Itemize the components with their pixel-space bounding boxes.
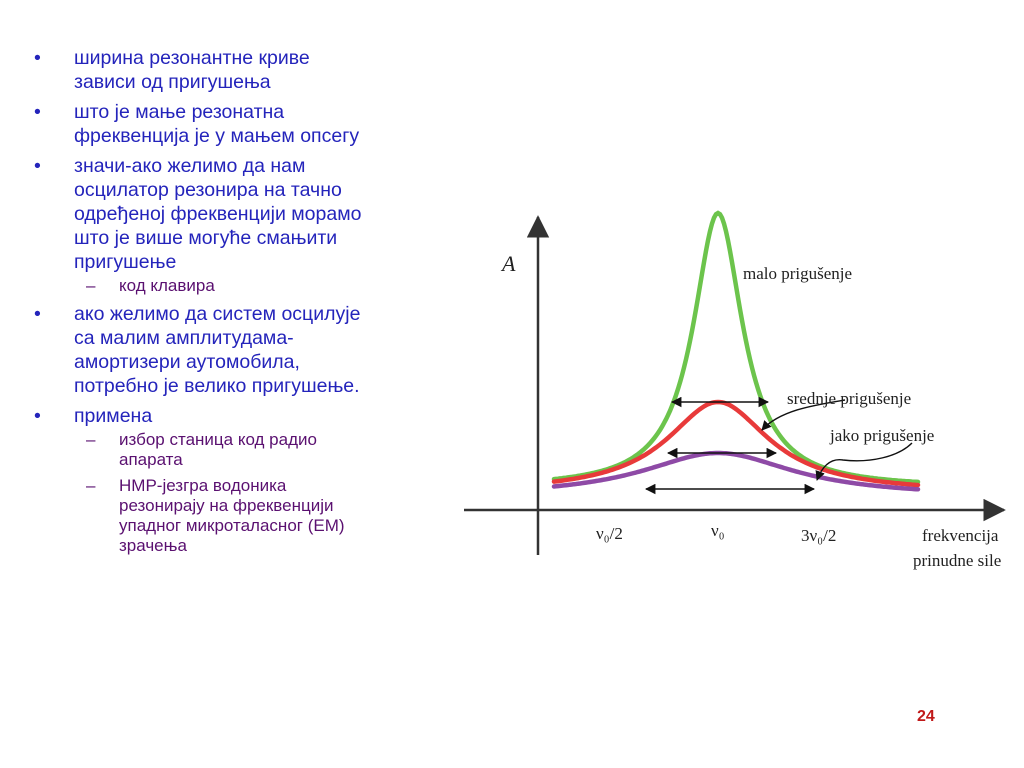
sub-bullet-text: код клавира	[119, 276, 215, 295]
sub-bullet-item: – НМР-језгра водоника резонирају на фрек…	[74, 476, 375, 556]
sub-bullet-item: – избор станица код радио апарата	[74, 430, 375, 470]
tick-label-half: ν₀/2	[596, 524, 623, 543]
y-axis-label: A	[500, 251, 516, 276]
bullet-marker: •	[34, 303, 41, 325]
tick-label-center: ν₀	[711, 521, 725, 540]
sub-bullet-text: НМР-језгра водоника резонирају на фрекве…	[119, 476, 345, 555]
sub-bullet-marker: –	[86, 476, 96, 495]
bullet-item: • што је мање резонатна фреквенција је у…	[30, 100, 375, 148]
sub-bullet-list: – код клавира	[74, 276, 375, 296]
pointer-high	[815, 442, 913, 481]
sub-bullet-marker: –	[86, 276, 96, 295]
bullet-text: значи-ако желимо да нам осцилатор резони…	[74, 155, 362, 273]
sub-bullet-text: избор станица код радио апарата	[119, 430, 317, 469]
curve-medium-damping	[551, 399, 921, 488]
bullet-item: • значи-ако желимо да нам осцилатор резо…	[30, 154, 375, 296]
bullet-item: • ширина резонантне криве зависи од приг…	[30, 46, 375, 94]
bullet-marker: •	[34, 47, 41, 69]
page-number: 24	[917, 708, 935, 725]
bullet-item: • примена – избор станица код радио апар…	[30, 404, 375, 556]
tick-label-three-half: 3ν₀/2	[801, 526, 836, 545]
sub-bullet-list: – избор станица код радио апарата – НМР-…	[74, 430, 375, 556]
bullet-marker: •	[34, 405, 41, 427]
bullet-text: ако желимо да систем осцилује са малим а…	[74, 303, 361, 397]
pointer-medium	[761, 399, 846, 431]
curve-label-low: malo prigušenje	[743, 264, 852, 283]
x-axis-label-line1: frekvencija	[922, 526, 999, 545]
bullet-marker: •	[34, 155, 41, 177]
curve-label-medium: srednje prigušenje	[787, 389, 911, 408]
bullet-text: што је мање резонатна фреквенција је у м…	[74, 101, 360, 147]
resonance-graph: A malo prigušenje srednje prigušenje jak…	[464, 210, 1006, 570]
sub-bullet-marker: –	[86, 430, 96, 449]
bullet-list: • ширина резонантне криве зависи од приг…	[30, 46, 375, 562]
x-axis-label-line2: prinudne sile	[913, 551, 1001, 570]
bullet-item: • ако желимо да систем осцилује са малим…	[30, 302, 375, 398]
curve-label-high: jako prigušenje	[829, 426, 934, 445]
bullet-marker: •	[34, 101, 41, 123]
bullet-text: ширина резонантне криве зависи од пригуш…	[74, 47, 310, 93]
sub-bullet-item: – код клавира	[74, 276, 375, 296]
bullet-text: примена	[74, 405, 153, 427]
